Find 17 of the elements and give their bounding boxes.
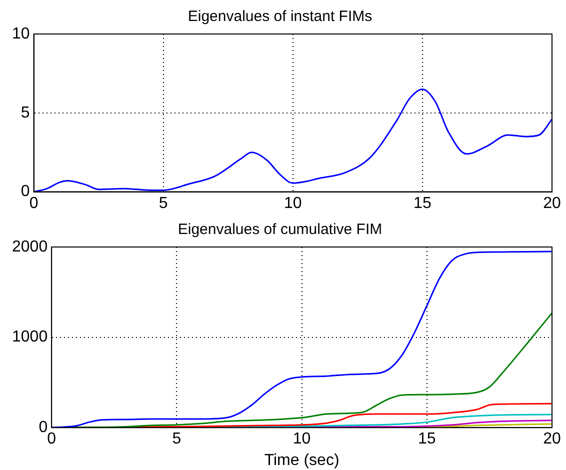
- y-tick-label: 5: [20, 104, 30, 122]
- x-tick-label: 10: [284, 194, 302, 212]
- y-tick-label: 1000: [12, 328, 48, 346]
- x-tick-label: 15: [414, 194, 432, 212]
- x-tick-label: 20: [543, 430, 561, 448]
- y-tick-label: 10: [12, 25, 30, 42]
- x-tick-label: 15: [418, 430, 436, 448]
- y-tick-label: 2000: [12, 238, 48, 256]
- y-tick-label: 0: [20, 183, 30, 200]
- x-tick-label: 10: [292, 430, 311, 448]
- x-tick-label: 20: [543, 194, 561, 212]
- chart-title: Eigenvalues of cumulative FIM: [178, 221, 382, 238]
- x-tick-label: 5: [158, 194, 168, 212]
- x-axis-title: Time (sec): [264, 452, 340, 469]
- chart-title: Eigenvalues of instant FIMs: [188, 8, 372, 26]
- x-tick-label: 5: [172, 430, 182, 448]
- y-tick-label: 0: [38, 419, 48, 436]
